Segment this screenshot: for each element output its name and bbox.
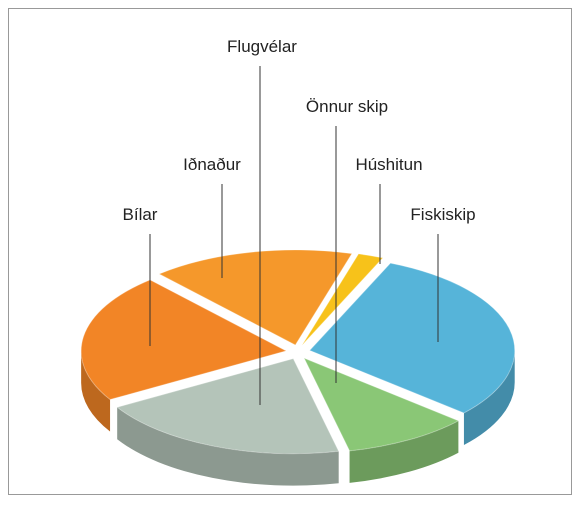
slice-side [117,407,339,486]
slice-side [349,420,459,483]
slice-label: Bílar [123,205,158,224]
slice-label: Flugvélar [227,37,297,56]
slice [80,279,288,401]
slice [308,262,516,414]
slice [303,357,460,452]
slice-label: Húshitun [355,155,422,174]
slice-side [81,350,111,432]
slice-label: Iðnaður [183,155,241,174]
slice-side [463,350,515,445]
slice [301,253,384,346]
slice-label: Fiskiskip [410,205,475,224]
slice [116,358,340,455]
slice-label: Önnur skip [306,97,388,116]
slice [158,249,353,346]
